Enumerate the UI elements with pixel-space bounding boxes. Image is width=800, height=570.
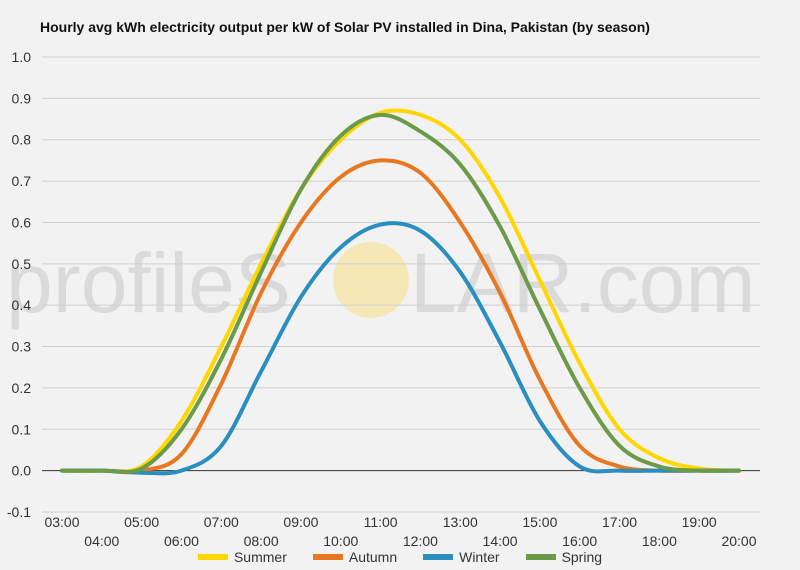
- x-tick-label: 16:00: [562, 533, 597, 549]
- y-tick-label: 0.0: [12, 463, 32, 479]
- chart-title: Hourly avg kWh electricity output per kW…: [40, 19, 650, 35]
- y-tick-label: -0.1: [7, 504, 31, 520]
- legend: Summer Autumn Winter Spring: [0, 549, 800, 565]
- series-line-autumn: [60, 158, 741, 474]
- x-tick-label: 18:00: [642, 533, 677, 549]
- x-tick-label: 09:00: [283, 514, 318, 530]
- x-tick-label: 19:00: [682, 514, 717, 530]
- y-tick-label: 0.2: [12, 380, 32, 396]
- y-tick-label: 0.6: [12, 214, 32, 230]
- y-tick-label: 0.7: [12, 173, 32, 189]
- series-line-spring: [60, 112, 741, 475]
- x-tick-label: 06:00: [164, 533, 199, 549]
- y-axis: -0.1 0.0 0.1 0.2 0.3 0.4 0.5 0.6 0.7 0.8 0.9 1.0: [7, 49, 31, 520]
- x-tick-label: 11:00: [364, 514, 398, 530]
- legend-item-winter: Winter: [423, 549, 500, 565]
- x-tick-label: 13:00: [443, 514, 478, 530]
- x-tick-label: 05:00: [124, 514, 159, 530]
- x-tick-label: 15:00: [522, 514, 557, 530]
- x-tick-label: 20:00: [721, 533, 756, 549]
- legend-label: Spring: [561, 549, 603, 565]
- legend-swatch: [312, 554, 343, 560]
- x-tick-label: 04:00: [84, 533, 119, 549]
- legend-item-spring: Spring: [525, 549, 603, 565]
- legend-label: Autumn: [348, 549, 398, 565]
- legend-label: Winter: [459, 549, 500, 565]
- legend-label: Summer: [233, 549, 287, 565]
- y-tick-label: 1.0: [12, 49, 32, 65]
- y-tick-label: 0.5: [12, 256, 32, 272]
- y-tick-label: 0.8: [12, 132, 32, 148]
- legend-swatch: [197, 554, 228, 560]
- series-line-winter: [60, 221, 741, 476]
- y-tick-label: 0.9: [12, 90, 32, 106]
- y-tick-label: 0.4: [12, 297, 32, 313]
- legend-item-autumn: Autumn: [312, 549, 398, 565]
- grid: [42, 56, 760, 513]
- x-tick-label: 03:00: [44, 514, 79, 530]
- legend-item-summer: Summer: [197, 549, 287, 565]
- y-tick-label: 0.1: [12, 421, 32, 437]
- y-tick-label: 0.3: [12, 339, 32, 355]
- x-tick-label: 08:00: [244, 533, 279, 549]
- x-tick-label: 10:00: [323, 533, 358, 549]
- x-tick-label: 17:00: [602, 514, 637, 530]
- legend-swatch: [423, 554, 454, 560]
- series-lines: [60, 108, 741, 476]
- x-tick-label: 14:00: [483, 533, 518, 549]
- series-line-summer: [60, 108, 741, 474]
- x-tick-label: 07:00: [204, 514, 239, 530]
- x-tick-label: 12:00: [403, 533, 438, 549]
- legend-swatch: [525, 554, 556, 560]
